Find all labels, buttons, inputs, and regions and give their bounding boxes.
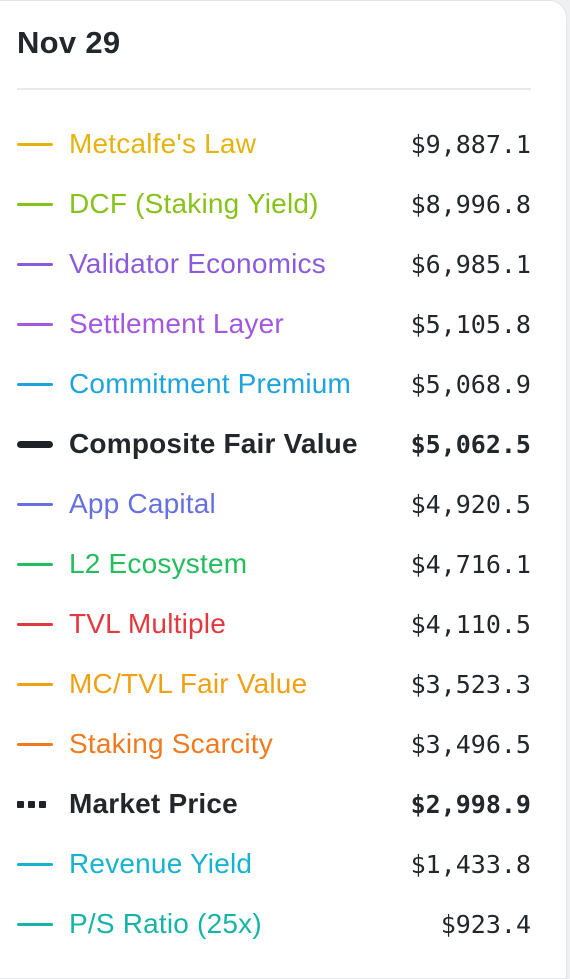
legend-item-label: Revenue Yield [69, 848, 253, 879]
legend-item: Settlement Layer $5,105.8 [17, 294, 533, 354]
legend-list: Metcalfe's Law $9,887.1 DCF (Staking Yield… [17, 114, 533, 954]
line-swatch-icon [17, 322, 53, 326]
line-swatch-icon [17, 922, 53, 926]
tooltip-date: Nov 29 [17, 25, 121, 60]
dotted-line-swatch-icon [17, 800, 53, 808]
divider [17, 88, 531, 90]
legend-item-label: TVL Multiple [69, 608, 226, 639]
legend-item: Metcalfe's Law $9,887.1 [17, 114, 533, 174]
legend-item: TVL Multiple $4,110.5 [17, 594, 533, 654]
line-swatch-icon [17, 440, 53, 448]
legend-item-label: Composite Fair Value [69, 428, 358, 459]
legend-item-value: $5,062.5 [410, 429, 531, 459]
legend-item-label: DCF (Staking Yield) [69, 188, 319, 219]
legend-item-label: P/S Ratio (25x) [69, 908, 262, 939]
legend-item-label: Settlement Layer [69, 308, 284, 339]
legend-item-value: $9,887.1 [410, 129, 531, 159]
legend-item: Revenue Yield $1,433.8 [17, 834, 533, 894]
legend-item-label: MC/TVL Fair Value [69, 668, 308, 699]
line-swatch-icon [17, 562, 53, 566]
legend-item-label: Market Price [69, 788, 238, 819]
legend-item-label: L2 Ecosystem [69, 548, 248, 579]
line-swatch-icon [17, 262, 53, 266]
line-swatch-icon [17, 142, 53, 146]
line-swatch-icon [17, 862, 53, 866]
legend-item: P/S Ratio (25x) $923.4 [17, 894, 533, 954]
legend-item-value: $4,920.5 [410, 489, 531, 519]
legend-item-label: Staking Scarcity [69, 728, 273, 759]
line-swatch-icon [17, 742, 53, 746]
legend-item-value: $3,496.5 [410, 729, 531, 759]
legend-item: App Capital $4,920.5 [17, 474, 533, 534]
line-swatch-icon [17, 682, 53, 686]
legend-item-value: $2,998.9 [410, 789, 531, 819]
legend-item-value: $5,105.8 [410, 309, 531, 339]
legend-item: Market Price $2,998.9 [17, 774, 533, 834]
legend-item-value: $4,110.5 [410, 609, 531, 639]
legend-item: Commitment Premium $5,068.9 [17, 354, 533, 414]
legend-item-value: $3,523.3 [410, 669, 531, 699]
legend-item-value: $4,716.1 [410, 549, 531, 579]
line-swatch-icon [17, 382, 53, 386]
line-swatch-icon [17, 502, 53, 506]
legend-item: DCF (Staking Yield) $8,996.8 [17, 174, 533, 234]
legend-item-label: Commitment Premium [69, 368, 352, 399]
legend-item-value: $6,985.1 [410, 249, 531, 279]
legend-item-label: App Capital [69, 488, 216, 519]
legend-item-value: $923.4 [440, 909, 531, 939]
line-swatch-icon [17, 202, 53, 206]
legend-item-label: Metcalfe's Law [69, 128, 257, 159]
legend-item: MC/TVL Fair Value $3,523.3 [17, 654, 533, 714]
legend-item: Composite Fair Value $5,062.5 [17, 414, 533, 474]
legend-item: Validator Economics $6,985.1 [17, 234, 533, 294]
legend-item: Staking Scarcity $3,496.5 [17, 714, 533, 774]
legend-item-label: Validator Economics [69, 248, 326, 279]
legend-item: L2 Ecosystem $4,716.1 [17, 534, 533, 594]
legend-item-value: $1,433.8 [410, 849, 531, 879]
legend-item-value: $8,996.8 [410, 189, 531, 219]
line-swatch-icon [17, 622, 53, 626]
legend-item-value: $5,068.9 [410, 369, 531, 399]
